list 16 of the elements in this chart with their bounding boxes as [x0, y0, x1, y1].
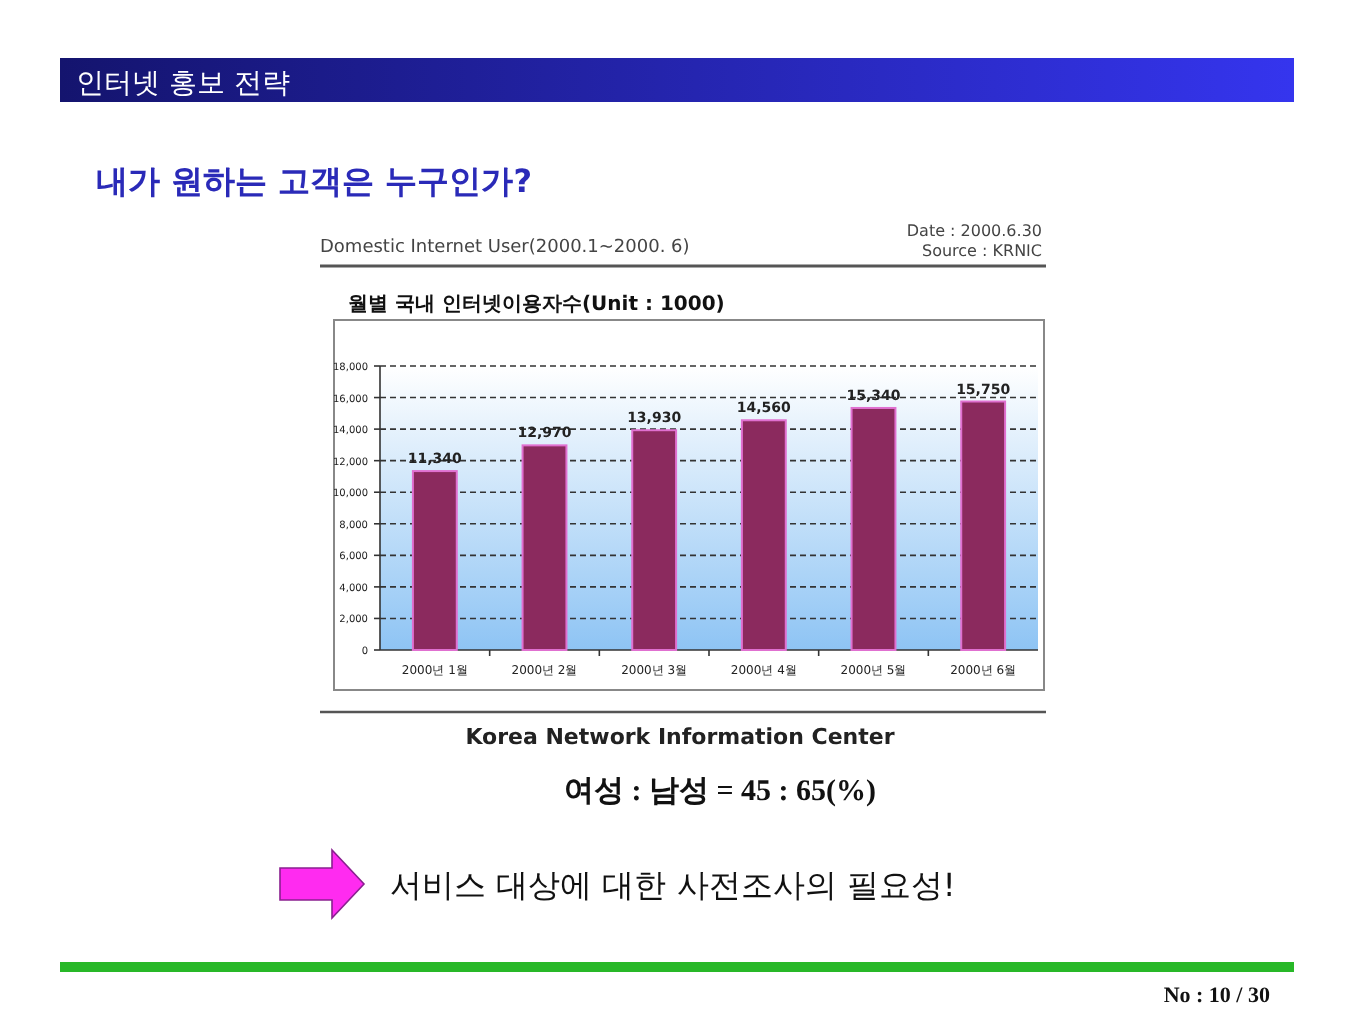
source-note: Source : KRNIC — [922, 242, 1043, 260]
text: 서비스 대상에 대한 사전조사의 필요성! — [390, 866, 956, 904]
chart-subtitle: Domestic Internet User(2000.1~2000. 6) — [320, 238, 690, 258]
chart-title: 월별 국내 인터넷이용자수(Unit : 1000) — [348, 294, 725, 316]
text: Date : 2000.6.30 — [906, 222, 1042, 240]
bar — [850, 406, 897, 651]
text: 내가 원하는 고객은 누구인가? — [96, 162, 532, 200]
bar — [740, 419, 787, 651]
bar — [960, 400, 1007, 651]
text: 인터넷 홍보 전략 — [76, 68, 290, 100]
bar — [631, 429, 678, 651]
text: 여성 : 남성 = 45 : 65(%) — [563, 776, 877, 808]
bar — [521, 444, 568, 651]
text: No : 10 / 30 — [1163, 984, 1271, 1008]
text: Korea Network Information Center — [465, 724, 896, 750]
bar — [411, 470, 458, 651]
